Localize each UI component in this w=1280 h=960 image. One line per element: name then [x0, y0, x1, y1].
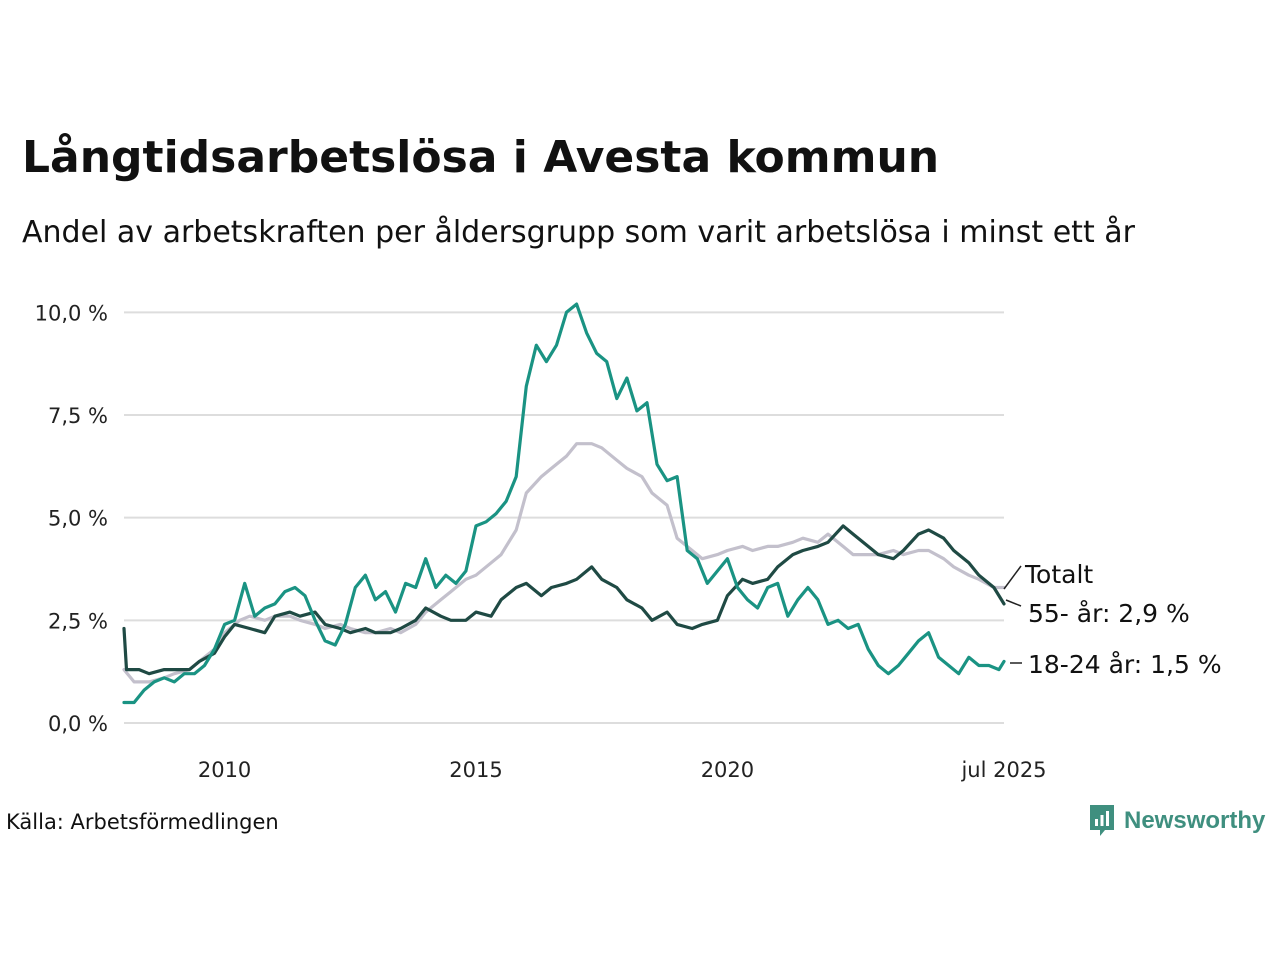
brand-logo[interactable]: Newsworthy — [1088, 803, 1265, 839]
y-axis-ticks: 0,0 % 2,5 % 5,0 % 7,5 % 10,0 % — [35, 301, 108, 736]
x-tick-label-0: 2010 — [198, 758, 251, 782]
x-tick-label-2: 2020 — [701, 758, 754, 782]
source-note: Källa: Arbetsförmedlingen — [6, 810, 279, 834]
series-lines — [122, 302, 1006, 705]
y-tick-label-3: 7,5 % — [48, 404, 108, 428]
chart-title: Långtidsarbetslösa i Avesta kommun — [22, 132, 940, 183]
x-tick-label-1: 2015 — [449, 758, 502, 782]
gridlines — [124, 311, 1004, 724]
series-end-label-age18_24: 18-24 år: 1,5 % — [1028, 650, 1222, 679]
leader-line-total — [1003, 565, 1022, 590]
y-tick-label-0: 0,0 % — [48, 712, 108, 736]
series-line-total — [122, 442, 1006, 684]
end-labels: Totalt 55- år: 2,9 % 18-24 år: 1,5 % — [1003, 560, 1222, 679]
series-end-label-age55: 55- år: 2,9 % — [1028, 599, 1190, 628]
y-tick-label-4: 10,0 % — [35, 301, 108, 325]
brand-name: Newsworthy — [1124, 807, 1266, 834]
y-tick-label-2: 5,0 % — [48, 507, 108, 531]
leader-line-age55 — [1005, 599, 1022, 607]
newsworthy-logo-icon — [1090, 805, 1114, 836]
series-line-age18_24 — [122, 302, 1006, 705]
x-axis-ticks: 2010 2015 2020 jul 2025 — [198, 758, 1047, 782]
x-tick-label-3: jul 2025 — [960, 758, 1046, 782]
chart-subtitle: Andel av arbetskraften per åldersgrupp s… — [22, 215, 1135, 250]
series-line-age55 — [122, 524, 1006, 676]
y-tick-label-1: 2,5 % — [48, 609, 108, 633]
series-end-label-total: Totalt — [1024, 560, 1093, 589]
